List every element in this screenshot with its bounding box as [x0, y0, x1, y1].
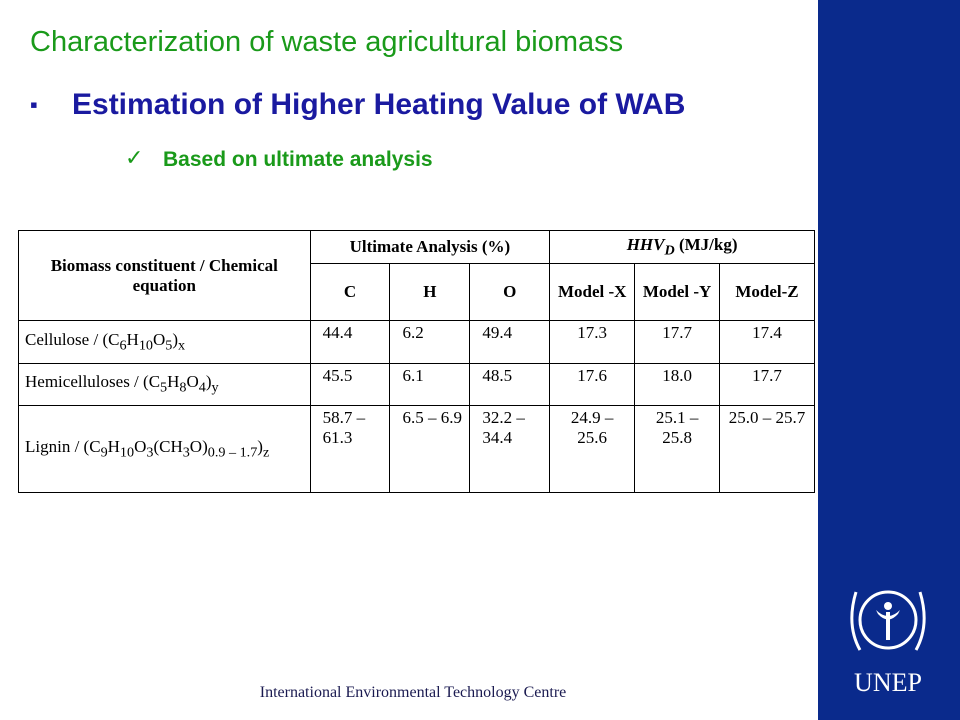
subscript: z: [262, 444, 270, 461]
header-cell: HHVD (MJ/kg): [549, 230, 815, 264]
subscript: D: [664, 242, 675, 259]
text-part: O: [152, 329, 166, 349]
value-cell: 6.2: [389, 320, 471, 364]
text-part: H: [107, 436, 120, 456]
text-part: H: [126, 329, 139, 349]
footer: International Environmental Technology C…: [259, 684, 567, 701]
header-cell: Model -Y: [634, 263, 721, 321]
header-cell: Ultimate Analysis (%): [309, 230, 551, 264]
subscript: 10: [138, 337, 153, 354]
subscript: 6: [119, 337, 127, 354]
bullet-text: Estimation of Higher Heating Value of WA…: [72, 88, 686, 121]
value-cell: 17.7: [719, 363, 815, 406]
text-part: O: [186, 372, 199, 392]
table-row: Lignin / (C9H10O3(CH3O)0.9 – 1.7)z 58.7 –…: [18, 405, 815, 493]
header-cell: C: [309, 263, 391, 321]
text-part: ): [205, 372, 212, 392]
value-cell: 17.4: [719, 320, 815, 364]
text-part: (MJ/kg): [674, 234, 738, 254]
check-marker: ✓: [125, 145, 144, 170]
data-table: Biomass constituent / Chemical equation …: [18, 230, 815, 493]
header-cell: Model-Z: [719, 263, 815, 321]
text-part: Hemicelluloses / (C: [25, 372, 161, 392]
value-cell: 24.9 – 25.6: [549, 405, 636, 493]
header-cell: Model -X: [549, 263, 636, 321]
subscript: 3: [146, 444, 154, 461]
text-part: ): [257, 436, 263, 456]
subscript: 10: [119, 444, 135, 461]
subscript: 8: [179, 379, 187, 396]
header-cell: H: [389, 263, 471, 321]
value-cell: 32.2 – 34.4: [469, 405, 551, 493]
subscript: 9: [100, 444, 108, 461]
subscript: 4: [198, 379, 206, 396]
text-part: H: [167, 372, 180, 392]
text-part: Cellulose / (C: [25, 329, 120, 349]
name-cell: Lignin / (C9H10O3(CH3O)0.9 – 1.7)z: [18, 405, 311, 493]
value-cell: 49.4: [469, 320, 551, 364]
sub-bullet-text: Based on ultimate analysis: [163, 148, 433, 171]
value-cell: 48.5: [469, 363, 551, 406]
subscript: 0.9 – 1.7: [207, 444, 258, 461]
value-cell: 17.6: [549, 363, 636, 406]
logo-text: UNEP: [854, 668, 922, 697]
value-cell: 6.5 – 6.9: [389, 405, 471, 493]
subscript: x: [178, 337, 186, 354]
text-part: O): [189, 436, 208, 456]
value-cell: 17.7: [634, 320, 721, 364]
header-cell: O: [469, 263, 551, 321]
text-part: HHV: [626, 234, 665, 254]
text-part: Lignin / (C: [25, 436, 101, 456]
table-row: Hemicelluloses / (C5H8O4)y 45.5 6.1 48.5 17.…: [18, 363, 815, 406]
name-cell: Cellulose / (C6H10O5)x: [18, 320, 311, 364]
value-cell: 25.0 – 25.7: [719, 405, 815, 493]
value-cell: 58.7 – 61.3: [309, 405, 391, 493]
value-cell: 45.5: [309, 363, 391, 406]
value-cell: 17.3: [549, 320, 636, 364]
bullet-marker: ▪: [30, 92, 38, 117]
text-part: ): [172, 329, 178, 349]
slide-title: Characterization of waste agricultural b…: [30, 26, 624, 58]
subscript: 5: [160, 379, 168, 396]
logo-emblem: [850, 590, 926, 651]
name-cell: Hemicelluloses / (C5H8O4)y: [18, 363, 311, 406]
side-bar: [818, 0, 960, 720]
table-row: Cellulose / (C6H10O5)x 44.4 6.2 49.4 17.3 17.…: [18, 320, 815, 364]
value-cell: 25.1 – 25.8: [634, 405, 721, 493]
text-part: (CH: [153, 436, 183, 456]
value-cell: 18.0: [634, 363, 721, 406]
value-cell: 6.1: [389, 363, 471, 406]
subscript: 5: [165, 337, 173, 354]
header-cell: Biomass constituent / Chemical equation: [18, 230, 311, 321]
value-cell: 44.4: [309, 320, 391, 364]
subscript: y: [211, 379, 219, 396]
text-part: O: [134, 436, 147, 456]
subscript: 3: [182, 444, 190, 461]
